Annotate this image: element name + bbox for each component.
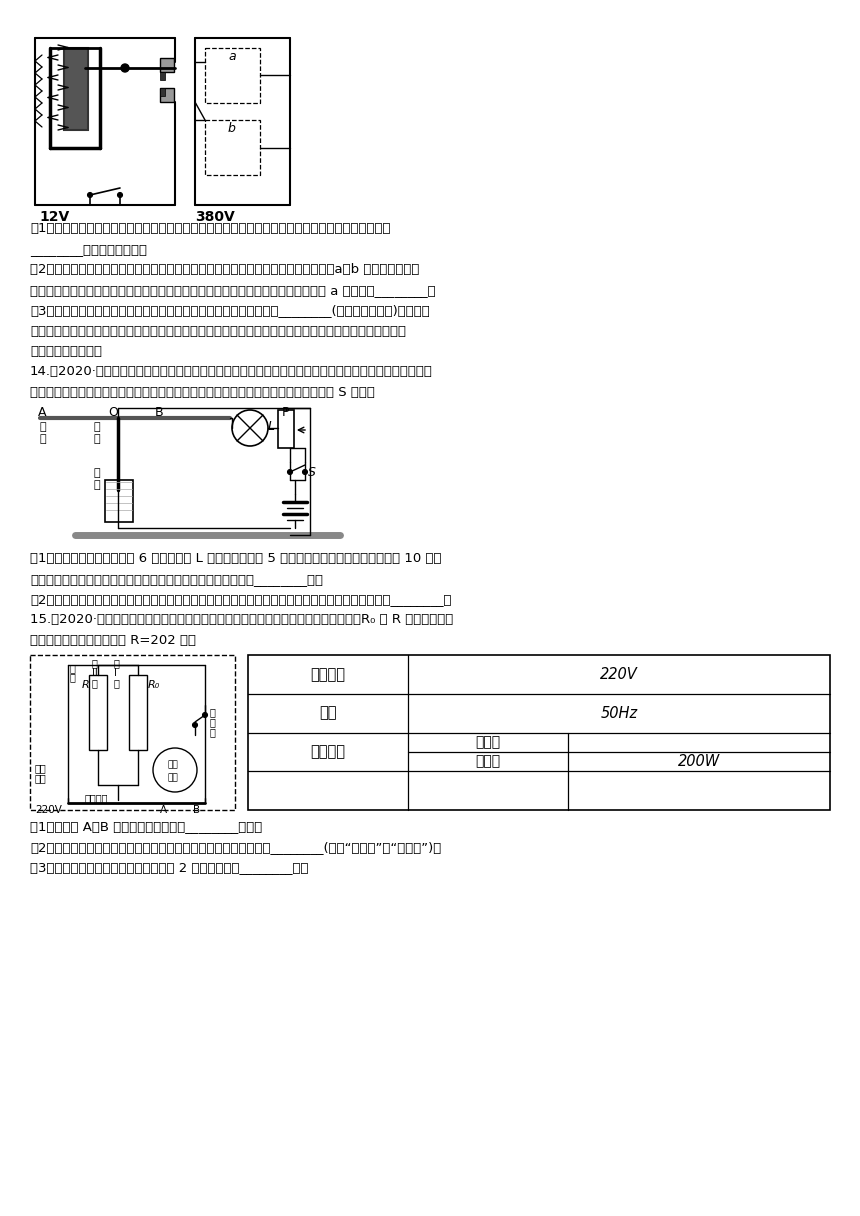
Circle shape	[202, 713, 207, 717]
Circle shape	[193, 722, 198, 727]
Text: S: S	[308, 466, 316, 479]
Text: 低: 低	[114, 658, 120, 668]
Text: 220V: 220V	[35, 805, 62, 815]
Text: （2）闭合总开关，将旋钮开关转到如图所示位置，此时电烤箱处于________(选填“高温档”或“低温档”)。: （2）闭合总开关，将旋钮开关转到如图所示位置，此时电烤箱处于________(选…	[30, 841, 441, 854]
Circle shape	[303, 469, 308, 474]
Text: 杆抬起，车辆通行。于是他设计了如图所示的模拟电路，车牌识别成功相当于图中开关 S 闭合。: 杆抬起，车辆通行。于是他设计了如图所示的模拟电路，车牌识别成功相当于图中开关 S…	[30, 385, 375, 399]
Text: 开关: 开关	[35, 773, 46, 783]
Text: 示灯。当低压控制电路断开时，指示灯亮；当低压控制电路闭合时，电动机工作。则 a 处接的是________。: 示灯。当低压控制电路断开时，指示灯亮；当低压控制电路闭合时，电动机工作。则 a …	[30, 285, 436, 297]
Text: 低温档: 低温档	[476, 755, 501, 769]
Text: B: B	[155, 406, 163, 420]
Text: 空: 空	[70, 663, 76, 672]
Bar	[248, 655, 830, 810]
Text: （2）若电源电压下降，栏杆不能抬起。除了更换电池外，请你再写出一种能使栏杆正常抬起的方法。________。: （2）若电源电压下降，栏杆不能抬起。除了更换电池外，请你再写出一种能使栏杆正常抬…	[30, 593, 452, 606]
Text: 额定功率: 额定功率	[310, 744, 346, 759]
Text: （3）在额定电压下，电烤箱高温档工作 2 分钟产生内能________焦。: （3）在额定电压下，电烤箱高温档工作 2 分钟产生内能________焦。	[30, 861, 309, 874]
Text: ________，再报警和施救。: ________，再报警和施救。	[30, 243, 147, 257]
Text: 总: 总	[210, 706, 216, 717]
Circle shape	[118, 192, 122, 197]
Text: 杆: 杆	[40, 434, 46, 444]
Text: （3）线上学习时，同学们注视屏幕，眨眼频率降低，这时泪液会过度________(填物态变化名称)，使眼睑: （3）线上学习时，同学们注视屏幕，眨眼频率降低，这时泪液会过度________(…	[30, 304, 430, 317]
Text: 高温档: 高温档	[476, 736, 501, 749]
Text: 金属触片: 金属触片	[85, 793, 108, 803]
Text: 200W: 200W	[678, 754, 720, 769]
Text: II: II	[92, 668, 98, 679]
Text: 50Hz: 50Hz	[600, 705, 637, 721]
Text: 开关: 开关	[167, 773, 178, 782]
Text: 其他电阻均忽略不计，已知 R=202 欧。: 其他电阻均忽略不计，已知 R=202 欧。	[30, 634, 196, 647]
Text: A: A	[38, 406, 46, 420]
Text: 380V: 380V	[195, 210, 235, 224]
Text: 与眼球之间的摩擦增大，眼睛会有干涩和异物感。如果连续学习时间过长，睫状肌会疲劳。为了保护眼睛，: 与眼球之间的摩擦增大，眼睛会有干涩和异物感。如果连续学习时间过长，睫状肌会疲劳。…	[30, 325, 406, 338]
Bar	[129, 675, 147, 750]
Text: A: A	[160, 805, 167, 815]
Text: 线圈阻值不计。闭合开关后，线圈吸住铁柱时，指示灯的功率为________瓦。: 线圈阻值不计。闭合开关后，线圈吸住铁柱时，指示灯的功率为________瓦。	[30, 573, 323, 586]
Bar	[160, 88, 165, 96]
Circle shape	[88, 192, 93, 197]
Bar	[205, 120, 260, 175]
Bar	[64, 47, 88, 130]
Text: 圈: 圈	[94, 480, 101, 490]
Text: b: b	[228, 122, 236, 135]
Text: P: P	[282, 406, 290, 420]
Text: （1）电能的广泛采用具有划时代的意义，但要注意用电安全。如果我们发现有人发生触电事故，应先: （1）电能的广泛采用具有划时代的意义，但要注意用电安全。如果我们发现有人发生触电…	[30, 223, 390, 235]
Text: I: I	[114, 668, 117, 679]
Text: 旋钮: 旋钮	[167, 760, 178, 769]
Text: 14.（2020·温州）小明观察了小区入口的车辆出入自动控制闸，发现当车牌被识别系统识别后，绿灯亮，栏: 14.（2020·温州）小明观察了小区入口的车辆出入自动控制闸，发现当车牌被识别…	[30, 365, 433, 378]
Text: 频率: 频率	[319, 705, 337, 721]
Bar	[160, 58, 174, 72]
Text: 高: 高	[92, 658, 98, 668]
Bar	[30, 655, 235, 810]
Bar	[89, 675, 107, 750]
Text: a: a	[228, 50, 236, 63]
Bar	[278, 410, 294, 447]
Text: R₀: R₀	[148, 680, 160, 689]
Text: 档: 档	[70, 672, 76, 682]
Text: 课间要休息或远眺。: 课间要休息或远眺。	[30, 345, 102, 358]
Text: （2）电磁继电器能实现用低电压控制高电压、弱电流控制强电流。如图所示的电路，a、b 处接电动机或指: （2）电磁继电器能实现用低电压控制高电压、弱电流控制强电流。如图所示的电路，a、…	[30, 263, 420, 276]
Bar	[160, 88, 174, 102]
Text: O: O	[108, 406, 118, 420]
Text: （1）已知该电路电源电压为 6 伏，指示灯 L 工作时的阻值为 5 欧，滑动变阻器接入电路的阻值为 10 欧，: （1）已知该电路电源电压为 6 伏，指示灯 L 工作时的阻值为 5 欧，滑动变阻…	[30, 552, 441, 565]
Circle shape	[287, 469, 292, 474]
Text: 开: 开	[210, 717, 216, 727]
Text: 额定电压: 额定电压	[310, 666, 346, 682]
Text: （1）电烤箱 A、B 触点中连接火线的是________触点。: （1）电烤箱 A、B 触点中连接火线的是________触点。	[30, 820, 262, 833]
Text: R: R	[82, 680, 89, 689]
Text: 关: 关	[210, 727, 216, 737]
Text: 旋钮: 旋钮	[35, 762, 46, 773]
Bar	[205, 47, 260, 103]
Text: 柱: 柱	[94, 434, 101, 444]
Text: 档: 档	[114, 679, 120, 688]
Text: 220V: 220V	[600, 666, 638, 682]
Text: 铁: 铁	[94, 422, 101, 432]
Text: L: L	[268, 420, 275, 433]
Text: B: B	[193, 805, 200, 815]
Text: 栏: 栏	[40, 422, 46, 432]
Bar	[105, 480, 133, 522]
Text: 15.（2020·绍兴）如图是某电烤箱的内部简化电路图，图乙是电烤箱铭牌的部分信息，R₀ 和 R 均为电热丝，: 15.（2020·绍兴）如图是某电烤箱的内部简化电路图，图乙是电烤箱铭牌的部分信…	[30, 613, 453, 626]
Text: 档: 档	[92, 679, 98, 688]
Text: 12V: 12V	[40, 210, 71, 224]
Circle shape	[121, 64, 129, 72]
Bar	[160, 72, 165, 80]
Text: 线: 线	[94, 468, 101, 478]
